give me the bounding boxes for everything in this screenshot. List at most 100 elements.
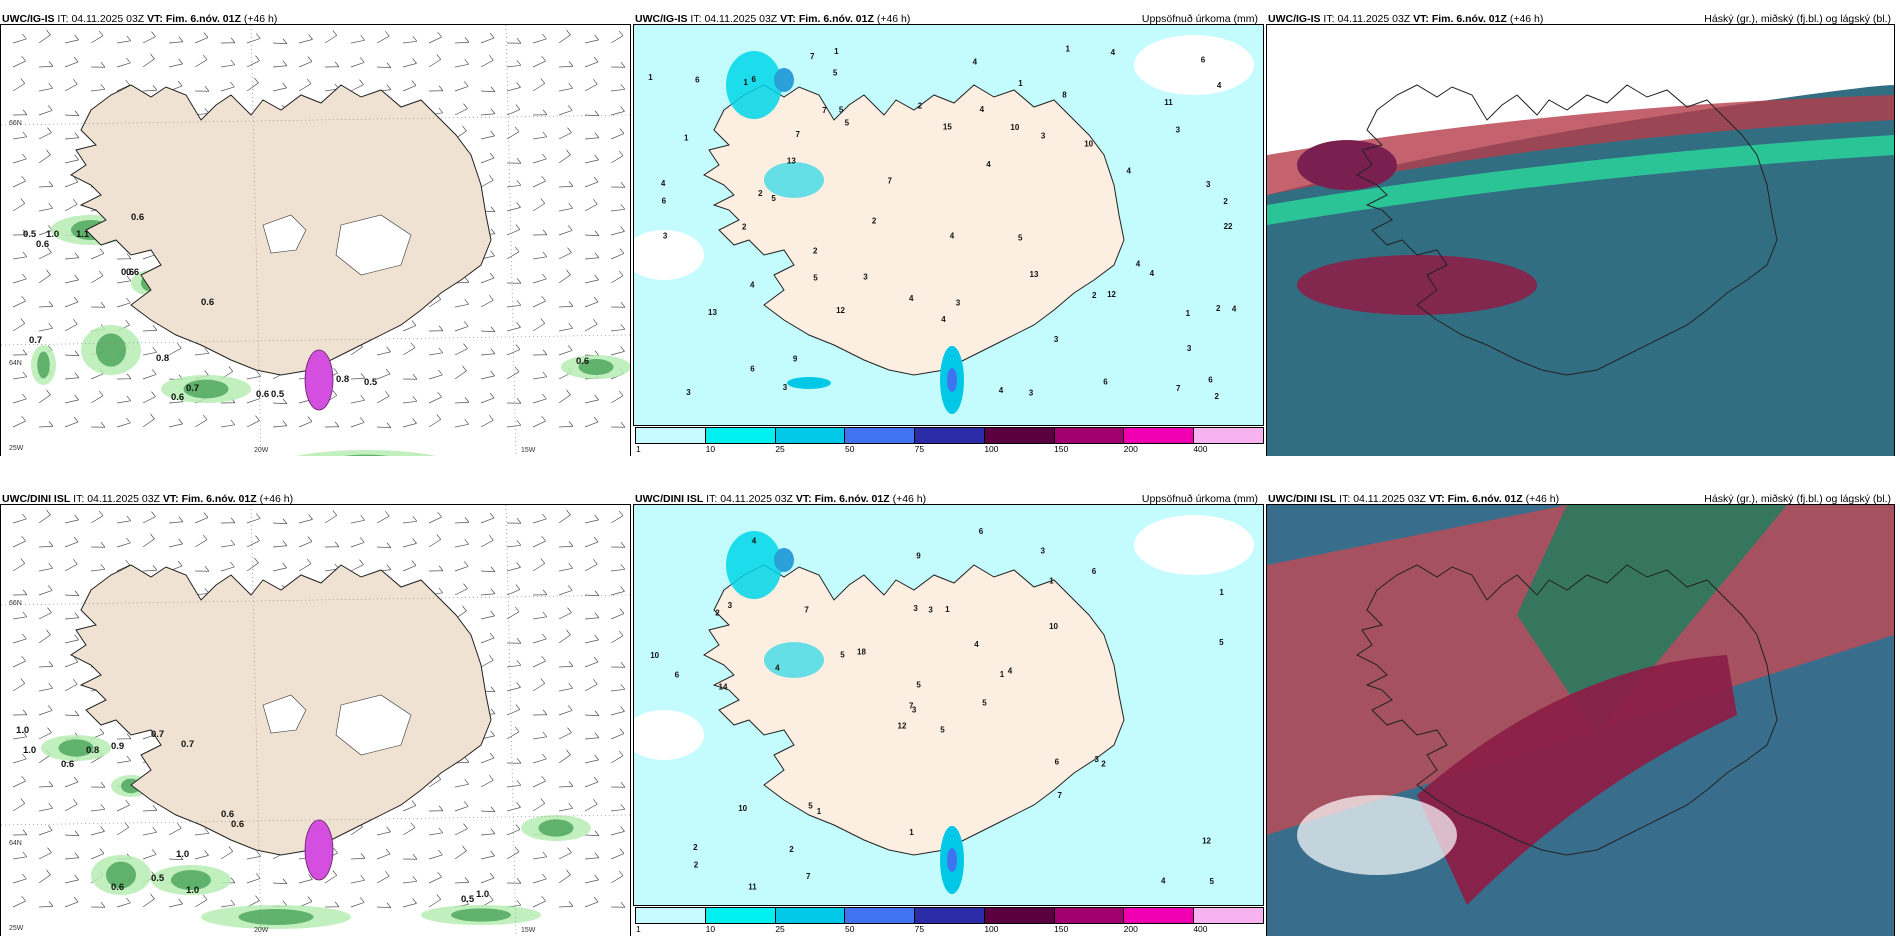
precip-value-label: 6	[1201, 56, 1206, 65]
wind-barb	[64, 656, 79, 668]
wind-barb	[532, 349, 548, 356]
wind-barb	[402, 560, 417, 572]
wind-map: 66N 64N 25W 20W 15W 0.5 0.6 1.0 1.1 0.6 0.6 0.6 0.6 0…	[0, 24, 631, 456]
wind-barb	[558, 61, 574, 68]
lead-time: (+46 h)	[1525, 493, 1560, 505]
wind-barb	[428, 565, 444, 572]
wind-barb	[558, 585, 573, 596]
wind-barb	[12, 678, 26, 692]
colorbar-tick-label: 1	[636, 444, 641, 454]
wind-barb	[116, 275, 132, 284]
wind-barb	[584, 874, 599, 884]
precip-value-label: 4	[941, 315, 946, 324]
wind-barb	[376, 510, 390, 524]
colorbar	[635, 907, 1264, 924]
precip-value-label: 8	[1062, 91, 1067, 100]
glacier	[262, 694, 307, 734]
wind-barb	[12, 415, 26, 428]
precip-value-label: 5	[845, 118, 850, 127]
wind-barb	[298, 874, 313, 884]
wind-barb	[584, 350, 600, 357]
wind-barb	[64, 852, 80, 860]
model-name: UWC/DINI ISL	[2, 493, 71, 505]
wind-barb	[532, 251, 548, 260]
wind-barb	[246, 513, 261, 524]
precip-value-label: 22	[1224, 222, 1233, 231]
wind-barb	[64, 416, 79, 428]
precip-value-label: 3	[1029, 389, 1034, 398]
precip-value-label: 13	[708, 308, 717, 317]
wind-barb	[12, 753, 27, 764]
vt-label: VT:	[795, 493, 812, 505]
wind-barb	[12, 229, 28, 236]
precip-value-label: 6	[675, 671, 680, 680]
precip-value-label: 0.5	[23, 229, 37, 240]
colorbar-swatch	[705, 908, 776, 923]
wind-barb	[506, 900, 522, 908]
axis-label: 15W	[521, 927, 536, 934]
wind-barb	[428, 511, 442, 524]
wind-barb	[558, 421, 574, 428]
wind-barb	[428, 54, 442, 68]
precip-value-label: 10	[650, 651, 659, 660]
precip-value-label: 1	[817, 807, 822, 816]
precip-value-label: 0.6	[201, 297, 214, 308]
wind-barb	[610, 30, 624, 44]
precip-core	[774, 68, 794, 92]
precip-value-label: 0.7	[151, 729, 164, 740]
wind-barb	[532, 371, 548, 380]
wind-barb	[350, 853, 366, 860]
wind-barb	[64, 56, 79, 68]
precip-value-label: 3	[1041, 546, 1046, 555]
no-precip-area	[634, 710, 704, 760]
colorbar-tick-label: 200	[1123, 924, 1138, 934]
colorbar-tick-label: 10	[705, 444, 716, 454]
wind-barb	[610, 248, 625, 260]
wind-barb	[246, 33, 261, 44]
wind-barb	[272, 518, 288, 525]
wind-barb	[454, 845, 467, 860]
wind-barb	[298, 416, 313, 428]
precip-value-label: 1	[1066, 44, 1071, 53]
wind-barb	[532, 655, 546, 668]
wind-barb	[246, 415, 260, 428]
wind-barb	[558, 901, 574, 908]
wind-barb	[558, 29, 571, 44]
precip-value-label: 12	[1107, 290, 1116, 299]
wind-barb	[584, 612, 600, 620]
wind-barb	[142, 893, 155, 908]
precip-value-label: 7	[822, 106, 827, 115]
wind-barb	[506, 540, 522, 548]
wind-barb	[454, 561, 469, 572]
model-name: UWC/DINI ISL	[635, 493, 704, 505]
precip-value-label: 2	[758, 189, 763, 198]
precip-value-label: 4	[1161, 876, 1166, 885]
wind-barb	[454, 299, 470, 308]
valid-time: Fim. 6.nóv. 01Z	[814, 493, 890, 505]
precip-value-label: 3	[1206, 180, 1211, 189]
colorbar-swatch	[1194, 908, 1264, 923]
wind-barb	[350, 57, 365, 68]
wind-barb	[610, 870, 624, 884]
wind-barb	[506, 180, 522, 188]
init-time: 04.11.2025 03Z	[1353, 493, 1426, 505]
wind-barb	[64, 558, 78, 572]
wind-barb	[168, 36, 184, 44]
wind-barb	[116, 395, 132, 404]
wind-barb	[64, 372, 80, 380]
wind-barb	[610, 608, 625, 620]
wind-barb	[428, 849, 443, 860]
wind-barb	[480, 828, 496, 836]
wind-barb	[38, 127, 52, 140]
wind-barb	[168, 822, 182, 836]
wind-barb	[584, 678, 598, 692]
precip-value-label: 2	[813, 247, 818, 256]
colorbar-swatch	[984, 428, 1055, 443]
no-precip-area	[634, 230, 704, 280]
init-time: 04.11.2025 03Z	[71, 13, 145, 25]
wind-barb	[532, 873, 547, 884]
wind-barb	[142, 511, 156, 524]
wind-barb	[610, 510, 624, 524]
panel-bottom-cloud: UWC/DINI ISL IT: 04.11.2025 03Z VT: Fim.…	[1266, 488, 1897, 936]
